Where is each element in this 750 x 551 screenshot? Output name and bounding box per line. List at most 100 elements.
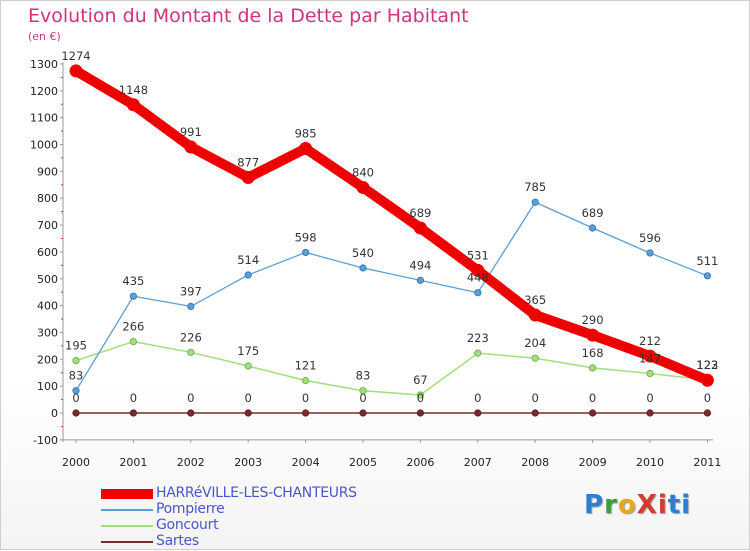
data-point [588,224,597,232]
data-label: 0 [532,391,539,405]
data-label: 1148 [119,83,148,97]
data-label: 397 [180,284,202,298]
y-tick-label: 1100 [30,112,58,125]
legend-label-sartes: Sartes [156,533,199,549]
data-point [129,337,137,346]
data-label: 877 [237,156,259,170]
series-line [71,65,713,386]
y-tick-label: 1000 [30,139,58,152]
logo-letter: r [604,490,618,520]
x-tick-label: 2004 [292,456,320,469]
data-point [531,354,539,362]
data-label: 147 [639,352,661,366]
data-label: 226 [180,330,202,344]
data-label: 83 [356,369,371,383]
x-tick-label: 2011 [693,456,721,469]
y-tick-label: 1300 [30,58,58,71]
x-tick-label: 2010 [636,456,664,469]
proxiti-logo: ProXiti [584,490,691,520]
x-tick-label: 2009 [579,456,607,469]
data-label: 511 [696,254,718,268]
data-label: 0 [474,391,481,405]
data-label: 494 [409,258,431,272]
data-label: 67 [413,373,428,387]
data-point [531,198,539,206]
data-point [474,349,482,357]
data-label: 0 [72,391,79,405]
data-label: 290 [582,313,604,327]
data-point [413,221,427,235]
y-tick-label: 200 [37,353,58,366]
series-line [75,201,709,392]
data-point [646,369,654,378]
data-point [588,364,597,372]
data-label: 122 [696,358,718,372]
data-point [244,409,252,417]
legend-label-pompierre: Pompierre [156,501,225,517]
data-point [187,409,195,417]
data-point [187,302,195,311]
data-point [703,272,712,280]
x-tick-label: 2005 [349,456,377,469]
data-point [129,409,137,417]
y-tick-label: 700 [37,219,58,232]
data-point [129,292,137,300]
data-label: 223 [467,331,489,345]
data-point [301,248,310,257]
y-tick-label: 0 [51,407,58,420]
data-point [301,376,310,385]
data-point [359,387,367,395]
data-point [703,409,712,417]
data-label: 689 [409,206,431,220]
data-point [586,328,600,342]
data-point [416,391,424,399]
data-point [241,171,255,185]
logo-letter: i [657,490,668,520]
data-label: 985 [295,127,317,141]
data-label: 195 [65,339,87,353]
data-label: 212 [639,334,661,348]
data-label: 83 [69,369,84,383]
data-point [531,409,539,417]
data-label: 785 [524,180,546,194]
y-tick-label: 400 [37,300,58,313]
data-label: 0 [359,391,366,405]
data-point [474,289,482,297]
data-point [416,276,424,284]
y-tick-label: 800 [37,192,58,205]
data-label: 596 [639,231,661,245]
series-line [75,340,709,396]
data-label: 435 [122,274,144,288]
data-label: 204 [524,336,546,350]
data-label: 448 [467,271,489,285]
data-label: 0 [245,391,252,405]
data-point [72,409,80,417]
data-point [646,409,654,417]
y-tick-label: 600 [37,246,58,259]
data-point [299,142,313,156]
data-point [646,249,654,257]
data-label: 0 [302,391,309,405]
data-label: 531 [467,248,489,262]
data-label: 365 [524,293,546,307]
data-label: 0 [187,391,194,405]
legend-swatch-goncourt [101,525,153,527]
y-tick-label: 900 [37,165,58,178]
chart-title: Evolution du Montant de la Dette par Hab… [28,5,469,27]
data-label: 0 [589,391,596,405]
data-label: 514 [237,253,259,267]
y-tick-label: 500 [37,273,58,286]
x-tick-label: 2008 [521,456,549,469]
data-point [528,308,542,322]
legend-swatch-harreville [101,489,153,499]
data-point [356,180,370,194]
logo-letter: o [617,490,637,520]
data-point [69,64,83,78]
y-tick-label: 1200 [30,85,58,98]
y-tick-label: 100 [37,380,58,393]
x-tick-label: 2006 [406,456,434,469]
legend-swatch-pompierre [101,509,153,511]
data-point [184,140,198,154]
